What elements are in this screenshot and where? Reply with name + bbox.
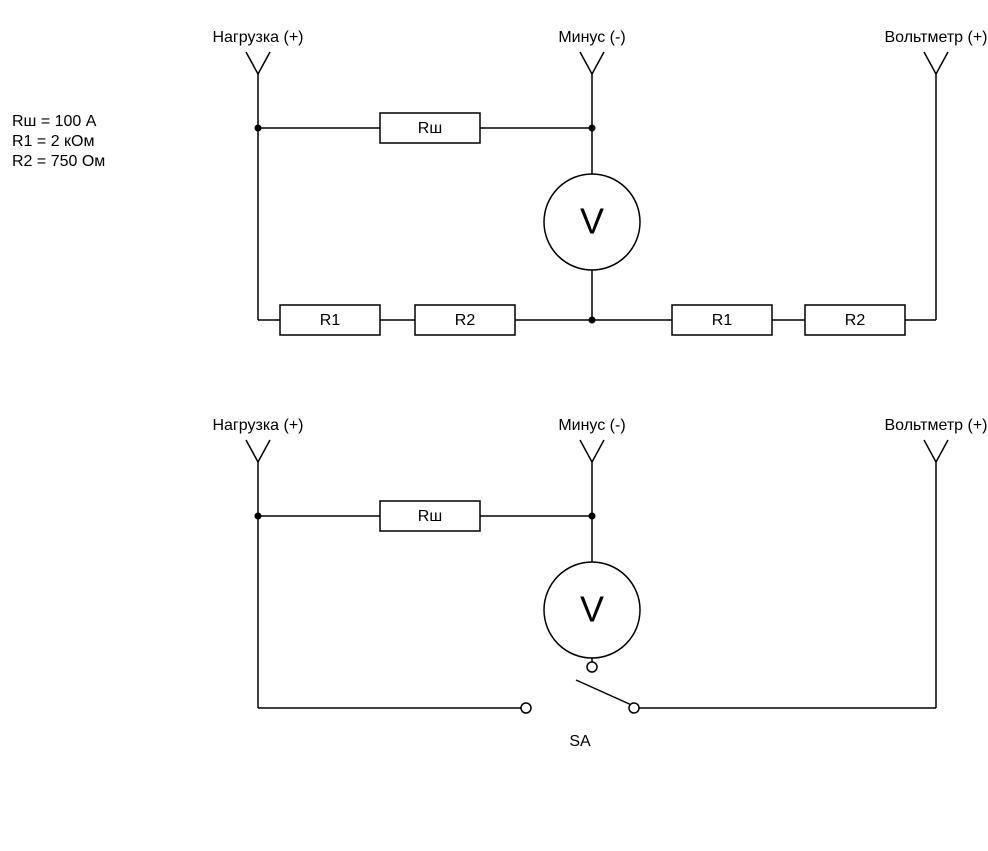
terminal-label: Вольтметр (+) [884, 417, 987, 434]
switch-left-terminal [521, 703, 531, 713]
param-line: R1 = 2 кОм [12, 133, 94, 150]
terminal-label: Минус (-) [558, 29, 625, 46]
param-line: R2 = 750 Ом [12, 153, 105, 170]
terminal-label: Минус (-) [558, 417, 625, 434]
resistor-r2-label: R2 [455, 312, 476, 329]
switch-arm [576, 680, 631, 705]
voltmeter-label: V [580, 589, 604, 630]
voltmeter-label: V [580, 201, 604, 242]
terminal-label: Вольтметр (+) [884, 29, 987, 46]
switch-label: SA [569, 733, 591, 750]
circuit-2: Нагрузка (+) Минус (-) Вольтметр (+) Rш V SA [212, 417, 987, 750]
shunt-label: Rш [418, 120, 442, 137]
switch-top-terminal [587, 662, 597, 672]
shunt-label: Rш [418, 508, 442, 525]
resistor-r1-label: R1 [712, 312, 733, 329]
circuit-1: Нагрузка (+) Минус (-) Вольтметр (+) Rш V R1 R… [212, 29, 987, 335]
resistor-r1-label: R1 [320, 312, 341, 329]
resistor-r2-label: R2 [845, 312, 866, 329]
param-line: Rш = 100 А [12, 113, 97, 130]
terminal-label: Нагрузка (+) [212, 417, 303, 434]
terminal-label: Нагрузка (+) [212, 29, 303, 46]
